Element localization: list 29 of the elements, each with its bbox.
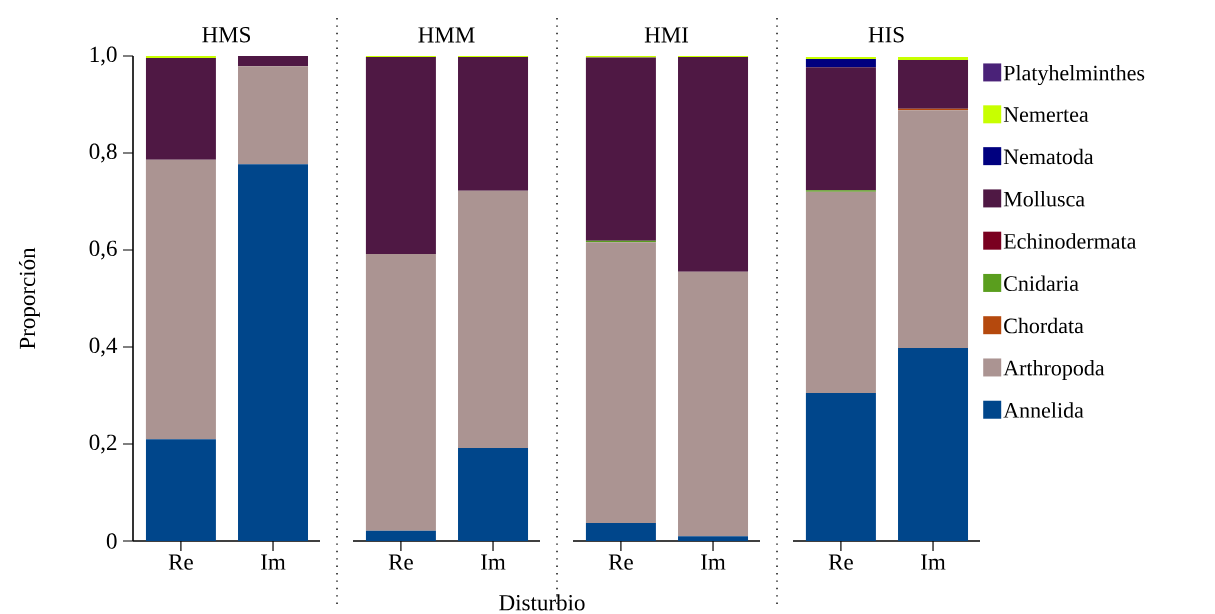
legend-label: Echinodermata <box>1003 233 1137 249</box>
legend-label: Nemertea <box>1003 107 1089 122</box>
legend-label: Nematoda <box>1003 148 1094 165</box>
legend-label: Mollusca <box>1003 191 1085 207</box>
x-tick-label: Im <box>261 554 286 570</box>
x-axis-title: Disturbio <box>499 594 585 611</box>
y-tick-label: 0,4 <box>89 337 118 357</box>
x-tick-label: Im <box>481 554 506 570</box>
y-tick-label: 1,0 <box>90 46 117 66</box>
x-tick-label: Im <box>701 554 726 570</box>
x-tick-label: Re <box>828 554 853 570</box>
chart-title: HMS <box>202 27 250 43</box>
chart-title: HIS <box>868 27 904 43</box>
legend-label: Cnidaria <box>1004 275 1079 292</box>
y-tick-label: 0 <box>106 533 117 549</box>
legend-label: Platyhelminthes <box>1003 65 1145 86</box>
x-tick-label: Re <box>168 554 193 570</box>
legend-label: Annelida <box>1003 402 1084 418</box>
x-tick-label: Re <box>388 554 413 570</box>
y-tick-label: 0,8 <box>89 143 117 163</box>
chart-title: HMM <box>418 27 475 43</box>
chart-title: HMI <box>644 27 689 43</box>
y-axis-title: Proporción <box>18 247 40 349</box>
x-tick-label: Re <box>608 554 633 570</box>
y-tick-label: 0,6 <box>89 240 117 260</box>
x-tick-label: Im <box>921 554 946 570</box>
legend-label: Chordata <box>1004 317 1084 334</box>
legend-label: Arthropoda <box>1003 360 1105 381</box>
y-tick-label: 0,2 <box>89 434 117 454</box>
